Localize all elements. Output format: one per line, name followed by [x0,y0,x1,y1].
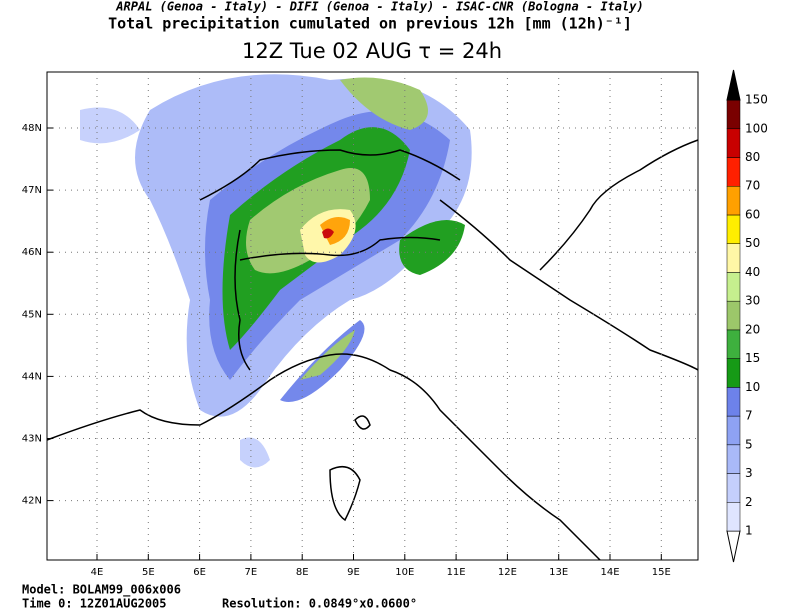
colorbar-label: 100 [745,121,768,135]
colorbar-segment [726,415,741,446]
colorbar-label: 5 [745,437,753,451]
colorbar-segment [726,185,741,216]
colorbar-segment [726,502,741,532]
subtitle: 12Z Tue 02 AUG τ = 24h [242,39,502,63]
lat-label: 44N [22,371,42,382]
lat-label: 45N [22,309,42,320]
colorbar-end [726,69,741,101]
colorbar-label: 80 [745,150,760,164]
lon-label: 6E [193,567,206,578]
lon-label: 10E [395,567,414,578]
footer-time: Time 0: 12Z01AUG2005 [22,597,167,611]
lat-label: 46N [22,247,42,258]
rain-area [240,437,270,468]
map-area [46,71,699,561]
colorbar-label: 150 [745,93,768,107]
colorbar-label: 15 [745,351,760,365]
colorbar-segment [726,243,741,273]
lat-axis: 48N 47N 46N 45N 44N 43N 42N [22,123,698,507]
colorbar-label: 2 [745,495,753,509]
lon-label: 5E [142,567,155,578]
rain-area [322,228,334,239]
colorbar-segment [726,214,741,244]
colorbar-label: 40 [745,265,760,279]
lon-label: 7E [245,567,258,578]
colorbar: 1 2 3 5 7 10 15 20 30 40 50 60 70 80 100 150 [726,69,768,563]
footer-model: Model: BOLAM99_006x006 [22,583,181,598]
colorbar-segment [726,300,741,331]
colorbar-segment [726,444,741,474]
lat-label: 43N [22,434,42,445]
colorbar-segment [726,329,741,359]
lon-axis: 4E 5E 6E 7E 8E 9E 10E 11E 12E 13E 14E 15E [91,72,671,578]
colorbar-label: 10 [745,380,760,394]
colorbar-segment [726,473,741,503]
credits: ARPAL (Genoa - Italy) - DIFI (Genoa - It… [115,0,643,14]
colorbar-label: 20 [745,322,760,336]
coastlines-borders [46,139,699,561]
lon-label: 11E [447,567,466,578]
colorbar-label: 50 [745,236,760,250]
colorbar-label: 70 [745,179,760,193]
colorbar-label: 30 [745,294,760,308]
colorbar-segment [726,358,741,388]
colorbar-segment [726,157,741,187]
rain-area [80,107,140,144]
colorbar-segment [726,387,741,417]
colorbar-segment [726,272,741,302]
lon-label: 9E [347,567,360,578]
colorbar-label: 60 [745,207,760,221]
colorbar-segment [726,99,741,130]
colorbar-label: 1 [745,524,753,538]
lon-label: 13E [549,567,568,578]
rain-area [340,77,428,130]
lat-label: 42N [22,496,42,507]
lon-label: 15E [652,567,671,578]
footer-resolution: Resolution: 0.0849°x0.0600° [222,597,417,611]
lon-label: 14E [600,567,619,578]
lat-label: 47N [22,185,42,196]
colorbar-label: 3 [745,466,753,480]
colorbar-segment [726,128,741,158]
lon-label: 12E [498,567,517,578]
title: Total precipitation cumulated on previou… [108,15,632,33]
map-frame [46,71,699,561]
colorbar-end [726,530,741,563]
precipitation-field [80,74,472,468]
lon-label: 8E [296,567,309,578]
lon-label: 4E [91,567,104,578]
colorbar-label: 7 [745,409,753,423]
lat-label: 48N [22,123,42,134]
rain-area [246,168,370,274]
rain-area [399,220,465,275]
